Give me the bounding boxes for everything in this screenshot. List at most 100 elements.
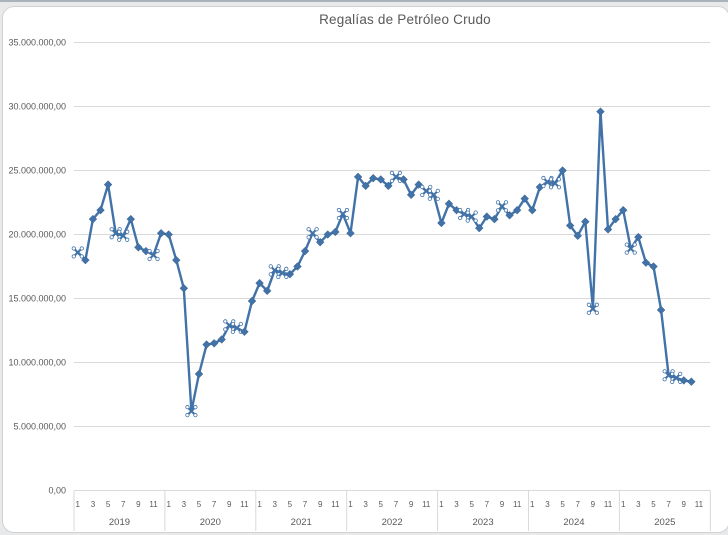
y-tick-label: 0,00 <box>48 486 66 496</box>
x-marker <box>276 266 289 279</box>
diamond-marker <box>687 377 696 386</box>
y-tick-label: 20.000.000,00 <box>8 230 66 240</box>
diamond-marker <box>179 284 189 293</box>
diamond-marker <box>679 376 689 385</box>
diamond-marker <box>103 180 113 189</box>
year-tick-label: 2021 <box>291 517 312 528</box>
month-tick-label: 5 <box>288 500 293 509</box>
diamond-marker <box>512 205 522 215</box>
diamond-marker <box>634 232 643 242</box>
chart-title: Regalías de Petróleo Crudo <box>319 12 491 27</box>
month-tick-label: 1 <box>439 500 444 509</box>
month-tick-label: 11 <box>240 500 249 509</box>
year-tick-label: 2020 <box>200 517 221 528</box>
diamond-marker <box>437 218 446 228</box>
diamond-marker <box>300 246 310 256</box>
y-axis-tick-labels: 35.000.000,00 30.000.000,00 25.000.000,00 2… <box>8 38 66 496</box>
month-tick-label: 9 <box>409 500 414 509</box>
month-tick-label: 7 <box>666 500 671 509</box>
diamond-marker <box>361 181 370 191</box>
x-marker <box>548 177 562 190</box>
year-tick-label: 2025 <box>654 517 675 528</box>
diamond-marker <box>490 214 499 224</box>
month-tick-label: 5 <box>469 500 474 509</box>
diamond-marker <box>641 258 651 267</box>
diamond-marker <box>202 340 211 349</box>
month-tick-label: 7 <box>212 500 217 509</box>
x-marker <box>420 184 433 198</box>
diamond-marker <box>444 199 454 209</box>
month-tick-label: 9 <box>136 500 141 509</box>
diamond-marker <box>656 305 666 315</box>
diamond-marker <box>384 181 393 191</box>
diamond-marker <box>376 175 386 184</box>
diamond-marker <box>285 269 295 279</box>
diamond-marker <box>240 327 249 337</box>
month-tick-label: 1 <box>257 500 262 509</box>
diamond-marker <box>399 175 408 184</box>
month-tick-label: 1 <box>76 500 81 509</box>
x-marker <box>117 229 130 242</box>
month-tick-label: 5 <box>106 500 111 509</box>
x-marker <box>465 210 478 223</box>
diamond-marker <box>581 217 590 226</box>
diamond-marker <box>331 227 340 237</box>
diamond-marker <box>96 205 105 215</box>
diamond-marker <box>262 286 272 296</box>
month-tick-label: 3 <box>363 500 368 509</box>
chart-area[interactable] <box>2 6 728 533</box>
diamond-marker <box>172 255 181 265</box>
diamond-marker <box>293 262 302 271</box>
diamond-marker <box>611 214 620 224</box>
year-tick-label: 2023 <box>472 517 493 528</box>
month-tick-label: 9 <box>318 500 323 509</box>
month-tick-label: 3 <box>545 500 550 509</box>
diamond-marker <box>126 214 136 224</box>
diamond-marker <box>618 205 628 215</box>
diamond-marker <box>414 180 423 189</box>
diamond-marker <box>217 335 226 344</box>
month-tick-label: 7 <box>576 500 581 509</box>
month-tick-label: 3 <box>454 500 459 509</box>
diamond-marker <box>134 243 143 252</box>
diamond-marker <box>194 369 204 379</box>
diamond-marker <box>558 166 567 175</box>
diamond-marker <box>565 221 575 230</box>
diamond-marker <box>209 339 219 348</box>
year-tick-label: 2024 <box>563 517 584 528</box>
x-marker <box>336 207 350 221</box>
x-marker <box>71 246 84 259</box>
month-tick-label: 11 <box>513 500 522 509</box>
month-tick-label: 11 <box>149 500 158 509</box>
month-tick-label: 9 <box>682 500 687 509</box>
month-tick-label: 5 <box>560 500 565 509</box>
month-tick-label: 11 <box>422 500 431 509</box>
x-marker <box>427 188 440 201</box>
month-tick-label: 3 <box>182 500 187 509</box>
month-tick-label: 5 <box>651 500 656 509</box>
diamond-marker <box>88 214 98 224</box>
diamond-marker <box>315 237 325 247</box>
diamond-marker <box>164 230 173 239</box>
x-marker <box>670 371 683 384</box>
month-tick-label: 1 <box>348 500 353 509</box>
month-tick-label: 1 <box>621 500 626 509</box>
month-tick-label: 11 <box>695 500 704 509</box>
x-marker <box>306 227 319 240</box>
y-tick-label: 25.000.000,00 <box>8 166 66 176</box>
x-marker <box>586 302 599 315</box>
x-marker <box>389 170 403 183</box>
month-tick-label: 7 <box>303 500 308 509</box>
year-tick-label: 2022 <box>382 517 403 528</box>
month-tick-label: 9 <box>500 500 505 509</box>
diamond-marker <box>346 228 355 238</box>
month-tick-label: 3 <box>91 500 96 509</box>
diamond-marker <box>255 278 264 288</box>
window-top-edge <box>0 0 728 2</box>
data-point-markers <box>71 107 696 418</box>
diamond-marker <box>528 205 537 215</box>
diamond-marker <box>482 212 492 221</box>
y-tick-label: 5.000.000,00 <box>13 422 66 432</box>
month-tick-label: 7 <box>485 500 490 509</box>
